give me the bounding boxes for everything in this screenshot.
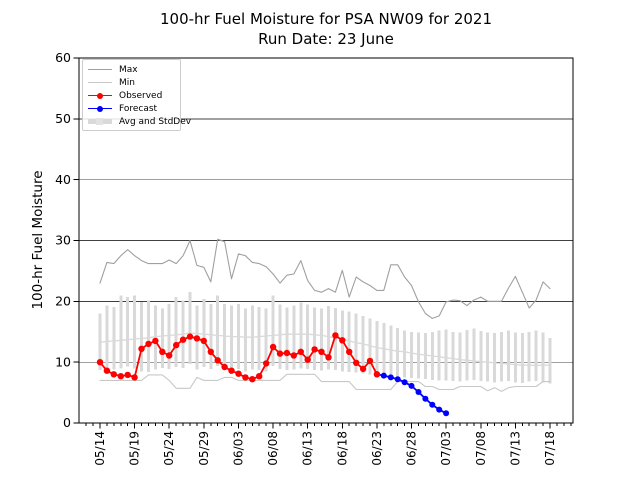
svg-text:20: 20	[55, 294, 71, 309]
svg-text:06/18: 06/18	[335, 431, 349, 466]
chart-title-line2: Run Date: 23 June	[258, 30, 394, 49]
avg-stddev-swatch	[88, 117, 112, 126]
svg-text:07/18: 07/18	[543, 431, 557, 466]
svg-text:05/29: 05/29	[197, 431, 211, 466]
svg-text:05/19: 05/19	[128, 431, 142, 466]
svg-text:06/28: 06/28	[405, 431, 419, 466]
svg-text:06/03: 06/03	[232, 431, 246, 466]
svg-text:60: 60	[55, 50, 71, 65]
svg-text:06/23: 06/23	[370, 431, 384, 466]
chart-title: 100-hr Fuel Moisture for PSA NW09 for 20…	[79, 9, 573, 50]
legend-label: Avg and StdDev	[119, 116, 192, 127]
svg-text:30: 30	[55, 233, 71, 248]
min-line-swatch	[88, 78, 112, 87]
chart-title-line1: 100-hr Fuel Moisture for PSA NW09 for 20…	[159, 10, 493, 28]
svg-text:06/08: 06/08	[266, 431, 280, 466]
legend-item-forecast: Forecast	[83, 102, 180, 115]
forecast-line-swatch	[88, 104, 112, 113]
observed-line-swatch	[88, 91, 112, 100]
max-line-swatch	[88, 65, 112, 74]
y-axis-label: 100-hr Fuel Moisture	[30, 170, 46, 310]
legend: Max Min Observed Forecast Avg and StdDev	[82, 59, 191, 131]
svg-text:50: 50	[55, 111, 71, 126]
svg-text:06/13: 06/13	[301, 431, 315, 466]
svg-text:07/13: 07/13	[508, 431, 522, 466]
svg-text:07/08: 07/08	[474, 431, 488, 466]
svg-text:0: 0	[63, 415, 71, 430]
legend-label: Observed	[119, 90, 163, 101]
legend-item-max: Max	[83, 63, 180, 76]
svg-text:07/03: 07/03	[439, 431, 453, 466]
legend-item-min: Min	[83, 76, 180, 89]
legend-label: Min	[119, 77, 135, 88]
svg-text:40: 40	[55, 172, 71, 187]
legend-label: Max	[119, 64, 138, 75]
svg-text:05/14: 05/14	[93, 431, 107, 466]
legend-item-avg-stddev: Avg and StdDev	[83, 115, 191, 128]
legend-label: Forecast	[119, 103, 158, 114]
legend-item-observed: Observed	[83, 89, 180, 102]
svg-text:10: 10	[55, 354, 71, 369]
svg-text:05/24: 05/24	[162, 431, 176, 466]
